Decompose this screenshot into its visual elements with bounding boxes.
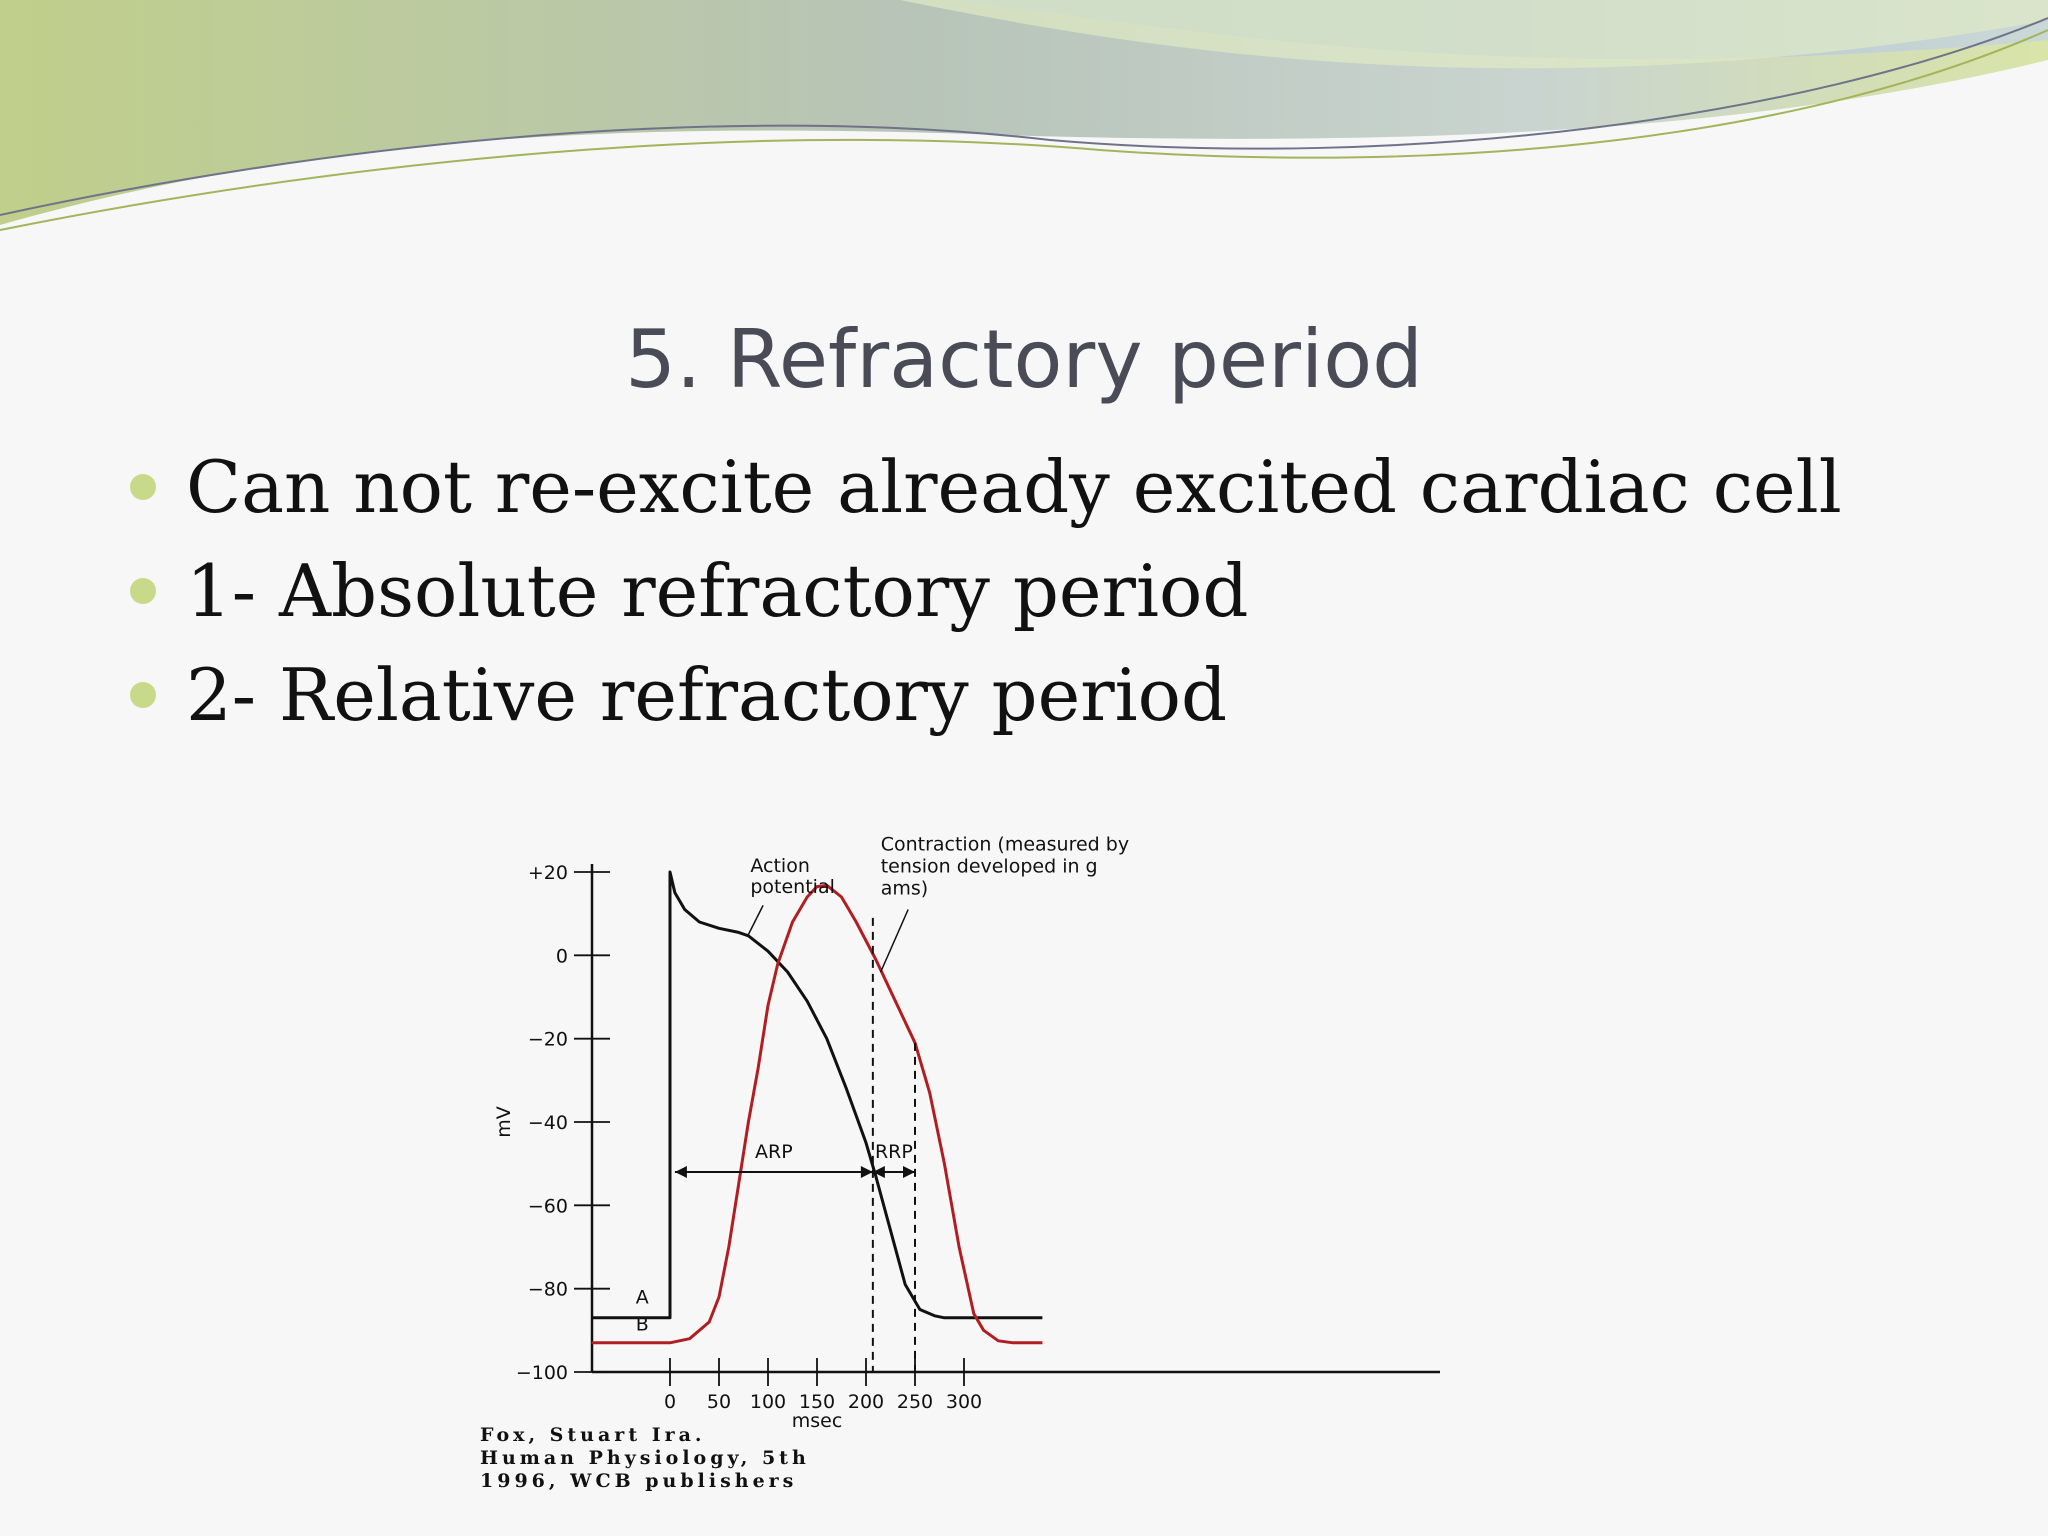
x-tick-label: 200 xyxy=(848,1391,884,1413)
arrow-head xyxy=(872,1166,885,1178)
series-label-a: A xyxy=(636,1286,649,1308)
y-tick-label: −20 xyxy=(528,1029,568,1051)
citation-line: Human Physiology, 5th xyxy=(480,1447,810,1469)
action-potential-line xyxy=(591,870,1043,1320)
x-tick-label: 0 xyxy=(664,1391,676,1413)
series-label-b: B xyxy=(636,1313,649,1335)
contraction-annotation: Contraction (measured by xyxy=(881,833,1129,855)
bullet-text: 2- Relative refractory period xyxy=(186,653,1228,737)
bullet-item: 2- Relative refractory period xyxy=(126,653,1842,760)
action-potential-annotation: potential xyxy=(750,876,835,898)
action-potential-annotation: Action xyxy=(750,855,810,877)
x-tick-label: 150 xyxy=(799,1391,835,1413)
x-tick-label: 250 xyxy=(897,1391,933,1413)
contraction-annotation: ams) xyxy=(881,878,928,900)
y-tick-label: −100 xyxy=(516,1362,568,1384)
bullet-text: Can not re-excite already excited cardia… xyxy=(186,445,1842,529)
annotation-leader xyxy=(747,904,764,935)
arrow-head xyxy=(860,1166,873,1178)
x-tick-label: 300 xyxy=(946,1391,982,1413)
arp-label: ARP xyxy=(755,1141,793,1163)
x-axis-label: msec xyxy=(792,1410,843,1432)
arrow-head xyxy=(674,1166,687,1178)
slide-title: 5. Refractory period xyxy=(625,313,1423,406)
contraction-line xyxy=(591,883,1043,1345)
x-tick-label: 100 xyxy=(750,1391,786,1413)
citation: Fox, Stuart Ira. Human Physiology, 5th 1… xyxy=(480,1424,810,1493)
citation-line: 1996, WCB publishers xyxy=(480,1470,798,1492)
bullet-text: 1- Absolute refractory period xyxy=(186,549,1249,633)
decorative-banner xyxy=(0,0,2048,231)
y-axis-label: mV xyxy=(493,1106,515,1138)
bullet-dot-icon xyxy=(130,578,156,604)
y-tick-label: −60 xyxy=(528,1195,568,1217)
y-tick-label: +20 xyxy=(528,862,568,884)
bullet-dot-icon xyxy=(130,474,156,500)
citation-line: Fox, Stuart Ira. xyxy=(480,1424,706,1446)
x-tick-label: 50 xyxy=(707,1391,731,1413)
bullet-item: Can not re-excite already excited cardia… xyxy=(126,445,1842,552)
bullet-dot-icon xyxy=(130,682,156,708)
annotation-leader xyxy=(880,909,909,973)
rrp-label: RRP xyxy=(875,1141,913,1163)
y-tick-label: 0 xyxy=(556,945,568,967)
contraction-annotation: tension developed in g xyxy=(881,855,1098,877)
arrow-head xyxy=(903,1166,915,1178)
refractory-period-chart: +20 0 −20 −40 −60 −80 −100 0 50 100 150 200 250 300 ms… xyxy=(493,833,1440,1432)
bullet-list: Can not re-excite already excited cardia… xyxy=(126,445,1842,760)
y-tick-label: −80 xyxy=(528,1279,568,1301)
bullet-item: 1- Absolute refractory period xyxy=(126,549,1842,656)
y-tick-label: −40 xyxy=(528,1112,568,1134)
